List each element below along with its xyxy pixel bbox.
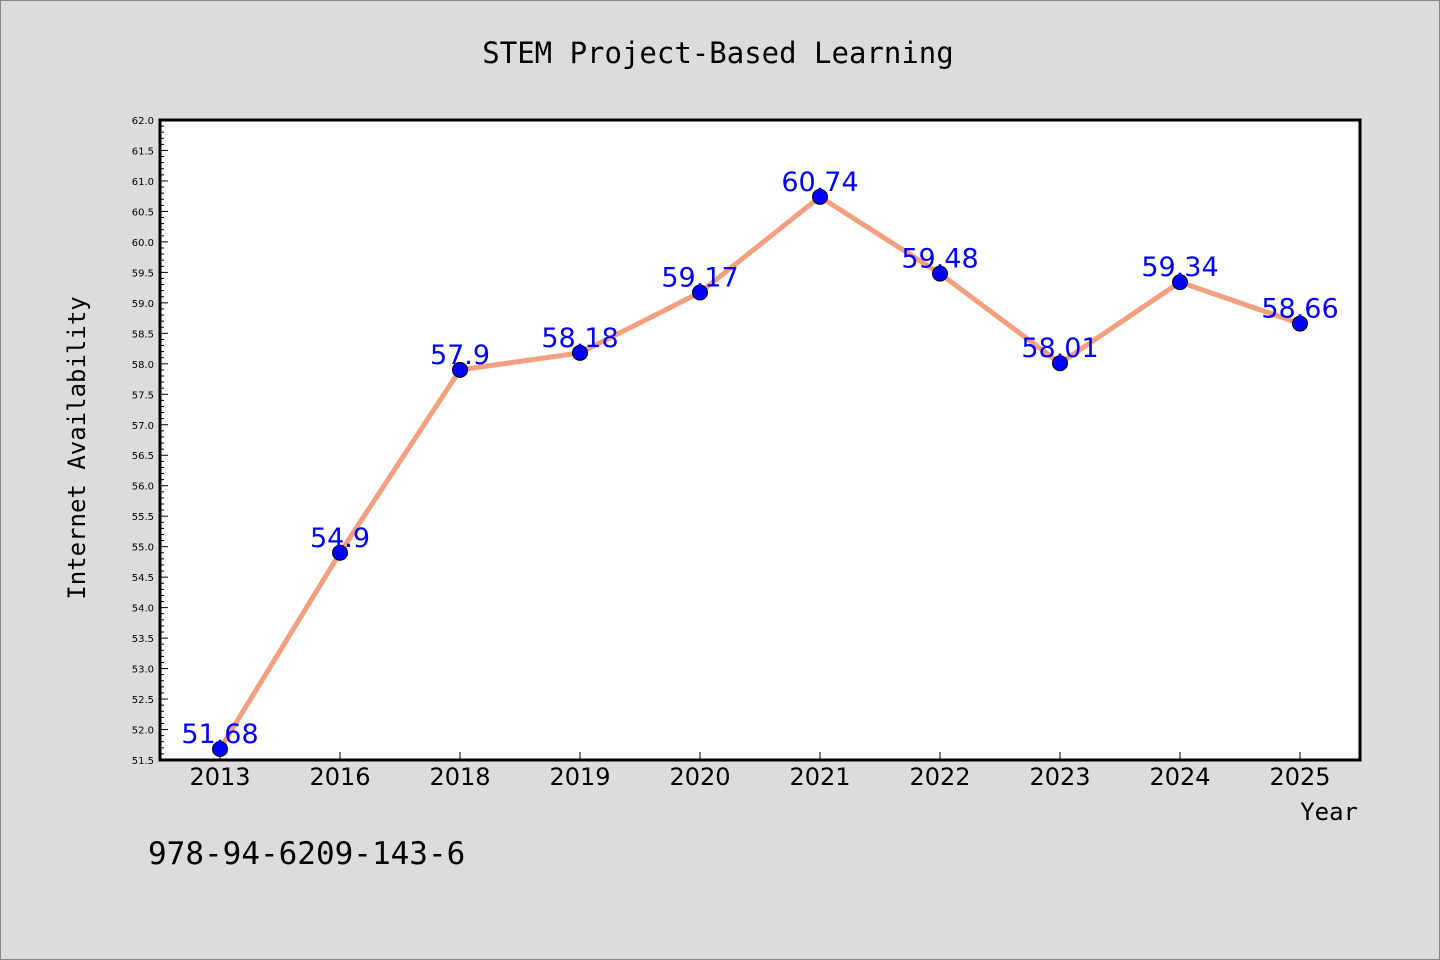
data-point-marker: [692, 284, 708, 301]
y-tick-label: 53.5: [132, 634, 154, 645]
y-axis-label: Internet Availability: [63, 296, 91, 599]
y-tick-label: 62.0: [132, 116, 154, 127]
plot-area: [158, 118, 1362, 762]
x-axis-label: Year: [1300, 798, 1358, 826]
data-label: 58.66: [1261, 294, 1338, 325]
data-labels-group: 51.68 54.9 57.9 58.18 59.17 60.74 59.48 58.01 59…: [181, 167, 1338, 750]
data-point-marker: [452, 361, 468, 378]
y-tick-label: 61.5: [132, 146, 154, 157]
data-label: 58.18: [541, 323, 618, 354]
data-label: 58.01: [1021, 333, 1098, 364]
data-label: 59.34: [1141, 252, 1218, 283]
x-tick-label: 2018: [429, 763, 490, 791]
y-tick-label: 59.5: [132, 268, 154, 279]
y-tick-label: 54.0: [132, 604, 154, 615]
y-tick-label: 53.0: [132, 665, 154, 676]
data-point-marker: [332, 544, 348, 561]
chart-title: STEM Project-Based Learning: [482, 36, 953, 70]
data-point-marker: [212, 741, 228, 758]
y-tick-label: 61.0: [132, 177, 154, 188]
y-tick-label: 51.5: [132, 756, 154, 767]
y-tick-label: 57.0: [132, 421, 154, 432]
x-tick-label: 2016: [309, 763, 370, 791]
data-point-marker: [932, 265, 948, 282]
y-tick-label: 58.0: [132, 360, 154, 371]
y-tick-label: 55.5: [132, 512, 154, 523]
series-group: [212, 188, 1308, 758]
x-tick-label: 2025: [1269, 763, 1330, 791]
x-tick-label: 2013: [189, 763, 250, 791]
y-tick-label: 56.5: [132, 451, 154, 462]
y-tick-label: 57.5: [132, 390, 154, 401]
data-label: 59.48: [901, 244, 978, 275]
data-label: 57.9: [430, 340, 490, 371]
y-tick-label: 58.5: [132, 329, 154, 340]
x-axis: 2013 2016 2018 2019 2020 2021 2022 2023 2024 2025: [189, 752, 1331, 791]
data-point-marker: [1052, 355, 1068, 372]
y-tick-label: 52.0: [132, 726, 154, 737]
data-label: 60.74: [781, 167, 858, 198]
y-tick-label: 56.0: [132, 482, 154, 493]
data-label: 51.68: [181, 719, 258, 750]
data-label: 59.17: [661, 262, 738, 293]
x-tick-label: 2022: [909, 763, 970, 791]
x-tick-label: 2020: [669, 763, 730, 791]
data-point-marker: [1292, 315, 1308, 332]
y-tick-label: 59.0: [132, 299, 154, 310]
y-tick-label: 52.5: [132, 695, 154, 706]
x-tick-label: 2021: [789, 763, 850, 791]
x-tick-label: 2019: [549, 763, 610, 791]
data-point-marker: [812, 188, 828, 205]
y-tick-label: 60.5: [132, 207, 154, 218]
isbn-footnote: 978-94-6209-143-6: [148, 836, 465, 872]
series-line: [217, 194, 1303, 752]
x-tick-label: 2024: [1149, 763, 1210, 791]
y-tick-label: 54.5: [132, 573, 154, 584]
data-point-marker: [1172, 274, 1188, 291]
x-tick-label: 2023: [1029, 763, 1090, 791]
y-tick-label: 55.0: [132, 543, 154, 554]
data-label: 54.9: [310, 523, 370, 554]
y-tick-label: 60.0: [132, 238, 154, 249]
y-axis: 51.5 52.0 52.5 53.0 53.5 54.0 54.5 55.0 55.5 56.0…: [132, 116, 168, 767]
data-point-marker: [572, 344, 588, 361]
